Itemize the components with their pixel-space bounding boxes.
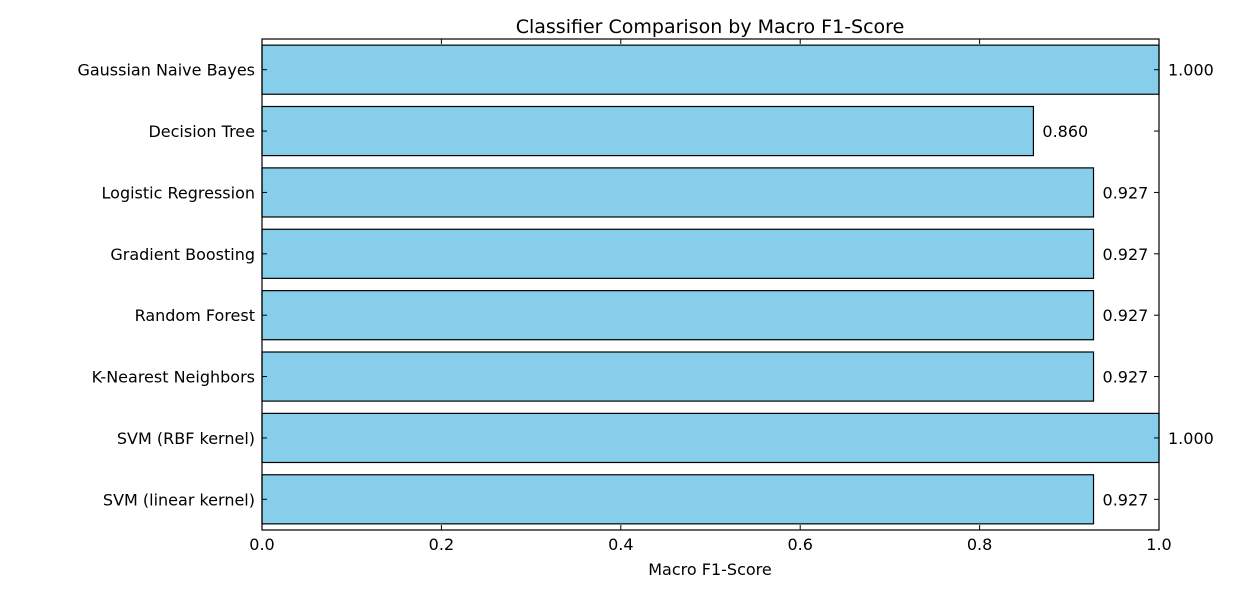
- y-tick-label: Gaussian Naive Bayes: [77, 61, 255, 80]
- x-tick-label: 0.4: [608, 535, 633, 554]
- data-label: 0.927: [1103, 306, 1149, 325]
- data-label: 0.927: [1103, 368, 1149, 387]
- bar: [261, 412, 1160, 464]
- bar: [261, 351, 1095, 402]
- data-label: 1.000: [1168, 429, 1214, 448]
- data-label: 0.927: [1103, 245, 1149, 264]
- x-tick-label: 0.8: [967, 535, 992, 554]
- x-tick-label: 1.0: [1146, 535, 1171, 554]
- bar: [261, 105, 1035, 157]
- y-tick-label: SVM (linear kernel): [103, 490, 255, 509]
- x-tick-label: 0.6: [787, 535, 812, 554]
- chart-title: Classifier Comparison by Macro F1-Score: [516, 16, 905, 38]
- y-tick-label: Gradient Boosting: [110, 245, 255, 264]
- bar: [261, 228, 1095, 279]
- bars-group: [261, 44, 1160, 525]
- y-tick-label: Decision Tree: [148, 122, 255, 141]
- data-label: 0.927: [1103, 183, 1149, 202]
- y-tick-label: K-Nearest Neighbors: [92, 368, 255, 387]
- bar: [261, 44, 1160, 95]
- y-tick-label: Random Forest: [135, 306, 255, 325]
- data-label: 1.000: [1168, 61, 1214, 80]
- bar: [261, 167, 1095, 218]
- y-tick-label: SVM (RBF kernel): [117, 429, 255, 448]
- y-tick-label: Logistic Regression: [102, 183, 255, 202]
- bar: [261, 290, 1095, 341]
- data-label: 0.860: [1042, 122, 1088, 141]
- data-label: 0.927: [1103, 490, 1149, 509]
- plot-frame: [261, 38, 1160, 531]
- x-tick-label: 0.0: [249, 535, 274, 554]
- bar: [261, 474, 1095, 525]
- x-axis-label: Macro F1-Score: [648, 560, 771, 579]
- x-tick-label: 0.2: [429, 535, 454, 554]
- labels-group: Gaussian Naive Bayes 1.000 Decision Tree 0.…: [77, 61, 1213, 554]
